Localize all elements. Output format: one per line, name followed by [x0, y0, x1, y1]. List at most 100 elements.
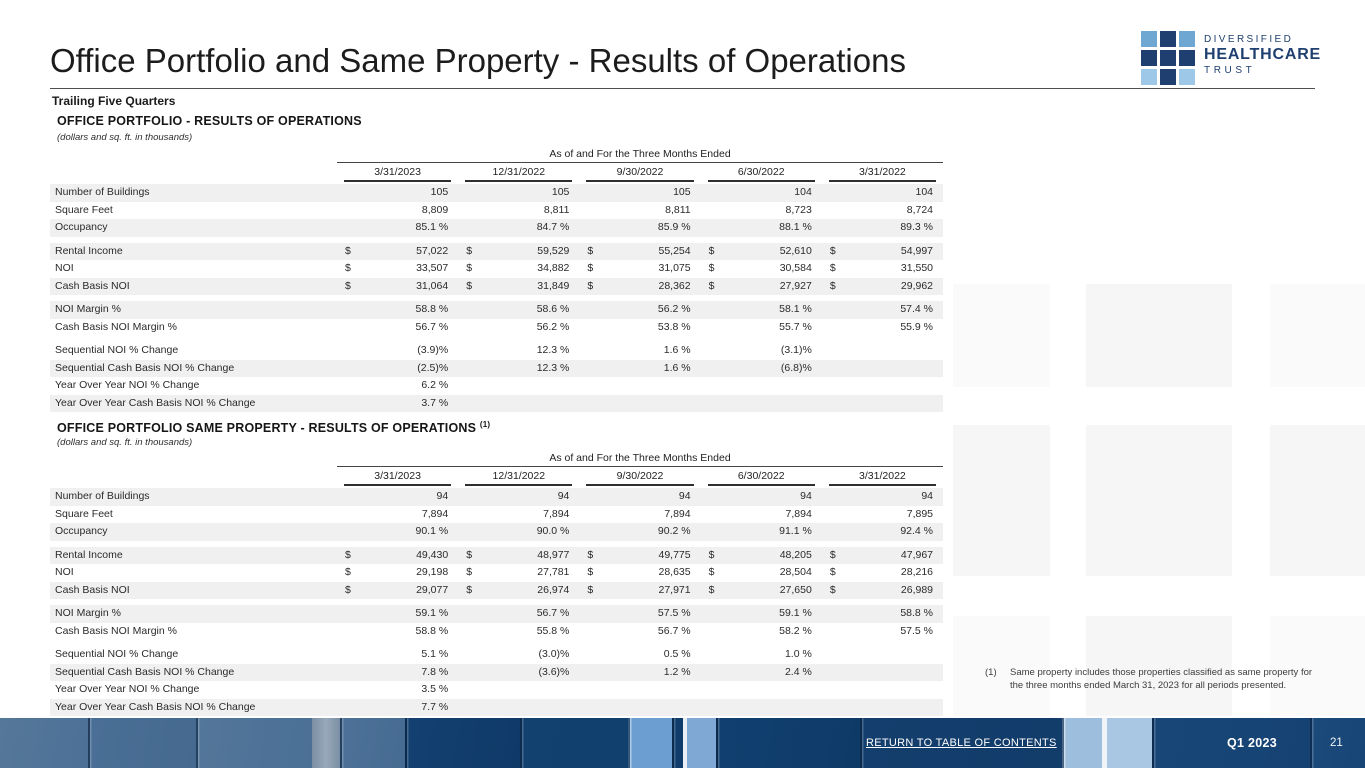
table-cell: 7.8 %	[421, 665, 449, 678]
dollar-sign: $	[466, 262, 473, 274]
dollar-sign: $	[587, 244, 594, 257]
table-cell: 59.1 %	[779, 607, 812, 619]
row-label: Sequential Cash Basis NOI % Change	[55, 665, 235, 678]
office-portfolio-table: As of and For the Three Months Ended 3/31…	[50, 148, 943, 412]
table-row: Square Feet 7,894 7,894 7,894 7,894 7,895	[50, 506, 943, 524]
row-label: NOI	[55, 262, 74, 274]
table-cell: $49,430	[337, 547, 458, 565]
table-cell: $48,977	[458, 547, 579, 565]
logo-square-icon	[1179, 31, 1195, 47]
column-header: 6/30/2022	[701, 468, 822, 486]
table-cell: $27,971	[579, 582, 700, 600]
table-row: Cash Basis NOI Margin % 56.7 % 56.2 % 53.8 …	[50, 319, 943, 337]
dollar-sign: $	[345, 566, 351, 578]
row-label: NOI Margin %	[55, 607, 121, 619]
dollar-sign: $	[345, 262, 351, 274]
table-cell: $57,022	[337, 243, 458, 261]
table-row: NOI Margin % 59.1 % 56.7 % 57.5 % 59.1 % 58.8…	[50, 605, 943, 623]
row-label: Occupancy	[55, 221, 108, 233]
dollar-sign: $	[466, 566, 473, 578]
dollar-sign: $	[829, 566, 836, 578]
table-row: Year Over Year NOI % Change 3.5 %	[50, 681, 943, 699]
column-header-row: 3/31/2023 12/31/2022 9/30/2022 6/30/2022 3/3…	[50, 468, 943, 486]
table-cell: 94	[921, 490, 934, 502]
logo-square-icon	[1141, 50, 1157, 66]
section-title-office-portfolio: OFFICE PORTFOLIO - RESULTS OF OPERATIONS	[57, 114, 362, 129]
period-header-row: As of and For the Three Months Ended	[50, 148, 943, 163]
table-row: Occupancy 90.1 % 90.0 % 90.2 % 91.1 % 92.4 %	[50, 523, 943, 541]
footer-facade-panel	[1310, 718, 1365, 768]
table-row: Cash Basis NOI $29,077 $26,974 $27,971 $27,6…	[50, 581, 943, 600]
table-cell: $26,974	[458, 582, 579, 600]
dollar-sign: $	[345, 279, 351, 292]
table-cell	[822, 377, 943, 395]
footer-facade-panel	[1152, 718, 1310, 768]
row-label: Year Over Year NOI % Change	[55, 379, 200, 391]
table-cell: 58.8 %	[900, 607, 934, 619]
table-row: Year Over Year Cash Basis NOI % Change 3.…	[50, 394, 943, 413]
column-header: 3/31/2022	[822, 468, 943, 486]
footer-facade-panel	[312, 718, 340, 768]
dollar-sign: $	[345, 583, 351, 596]
row-label: Cash Basis NOI	[55, 279, 130, 292]
table-cell: 85.1 %	[415, 221, 449, 233]
footer-facade-panel	[672, 718, 683, 768]
table-cell: $29,077	[337, 582, 458, 600]
table-cell: 0.5 %	[663, 648, 691, 660]
table-cell	[458, 699, 579, 717]
dollar-sign: $	[587, 279, 594, 292]
column-header: 9/30/2022	[579, 468, 700, 486]
table-cell	[822, 664, 943, 682]
table-cell	[701, 699, 822, 717]
table-cell: 104	[915, 186, 934, 198]
footer-facade-panel	[716, 718, 860, 768]
dollar-sign: $	[829, 548, 836, 561]
table-cell: 2.4 %	[784, 665, 812, 678]
table-cell: 56.2 %	[536, 320, 570, 333]
logo-square-icon	[1160, 50, 1176, 66]
table-cell	[822, 681, 943, 699]
logo-square-icon	[1179, 50, 1195, 66]
table-cell: 56.7 %	[536, 607, 570, 619]
table-cell	[579, 377, 700, 395]
row-label: Number of Buildings	[55, 186, 150, 198]
table-cell: $31,849	[458, 278, 579, 296]
table-cell: 90.0 %	[536, 525, 570, 537]
dollar-sign: $	[587, 548, 594, 561]
return-to-toc-link[interactable]: RETURN TO TABLE OF CONTENTS	[866, 737, 1057, 749]
table-cell	[822, 699, 943, 717]
table-row: Year Over Year Cash Basis NOI % Change 7.…	[50, 698, 943, 717]
table-cell	[701, 377, 822, 395]
row-label: Square Feet	[55, 507, 113, 520]
footer-facade-panel	[1107, 718, 1152, 768]
dollar-sign: $	[466, 583, 473, 596]
period-header: As of and For the Three Months Ended	[337, 148, 943, 163]
row-label: Year Over Year Cash Basis NOI % Change	[55, 396, 256, 409]
row-label: Square Feet	[55, 203, 113, 216]
dollar-sign: $	[829, 583, 836, 596]
row-label: Sequential NOI % Change	[55, 648, 179, 660]
table-row: Sequential Cash Basis NOI % Change (2.5)%…	[50, 359, 943, 377]
watermark-square	[1086, 284, 1232, 387]
table-cell: $26,989	[822, 582, 943, 600]
section-title-footnote-ref: (1)	[479, 420, 491, 429]
table-cell: 7,894	[421, 507, 449, 520]
dollar-sign: $	[829, 279, 836, 292]
table-cell: 8,809	[421, 203, 449, 216]
row-label: Occupancy	[55, 525, 108, 537]
table-cell	[701, 395, 822, 413]
dollar-sign: $	[708, 566, 715, 578]
table-cell: $28,635	[579, 564, 700, 582]
table-cell	[458, 377, 579, 395]
watermark-square	[1270, 425, 1365, 576]
table-row: Cash Basis NOI Margin % 58.8 % 55.8 % 56.7 …	[50, 623, 943, 641]
dollar-sign: $	[829, 262, 836, 274]
table-cell	[701, 681, 822, 699]
table-cell: 57.5 %	[657, 607, 691, 619]
table-cell: 1.6 %	[663, 344, 691, 356]
table-cell: $28,362	[579, 278, 700, 296]
dollar-sign: $	[587, 566, 594, 578]
watermark-square	[953, 616, 1050, 716]
table-cell: 104	[794, 186, 812, 198]
table-cell: 56.7 %	[415, 320, 449, 333]
